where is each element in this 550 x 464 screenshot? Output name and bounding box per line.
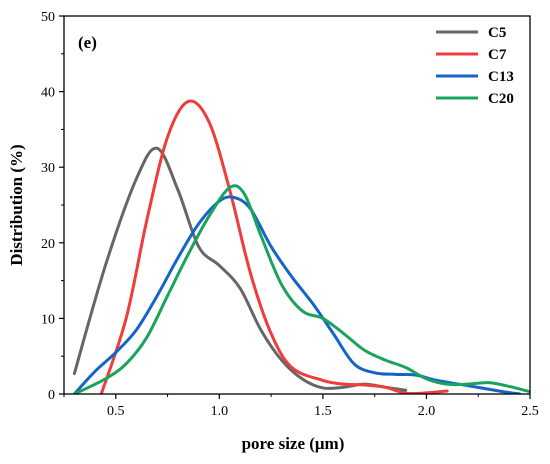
y-tick-label: 0: [48, 388, 55, 403]
x-axis-title: pore size (μm): [242, 434, 345, 453]
legend-label-c7: C7: [488, 47, 507, 63]
x-tick-label: 1.5: [314, 404, 332, 419]
axes-layer: 0.5 1.0 1.5 2.0 2.5 0 10 20 30 40 50: [41, 10, 539, 419]
y-tick-label: 40: [41, 86, 55, 101]
legend-label-c13: C13: [488, 69, 514, 85]
series-line-c7: [99, 99, 449, 394]
series-line-c20: [72, 184, 530, 394]
y-tick-label: 20: [41, 237, 55, 252]
x-tick-label: 0.5: [107, 404, 125, 419]
y-tick-label: 10: [41, 312, 55, 327]
legend-label-c5: C5: [488, 25, 506, 41]
plot-area: [64, 16, 530, 394]
x-tick-label: 1.0: [211, 404, 229, 419]
plot-background: [64, 16, 530, 394]
legend: C5 C7 C13 C20: [436, 25, 514, 107]
legend-label-c20: C20: [488, 91, 514, 107]
y-tick-label: 30: [41, 161, 55, 176]
y-axis-title: Distribution (%): [7, 144, 26, 265]
series-layer: [72, 99, 530, 394]
x-tick-label: 2.5: [521, 404, 539, 419]
panel-label: (e): [78, 33, 97, 52]
y-tick-label: 50: [41, 10, 55, 25]
x-tick-label: 2.0: [418, 404, 436, 419]
